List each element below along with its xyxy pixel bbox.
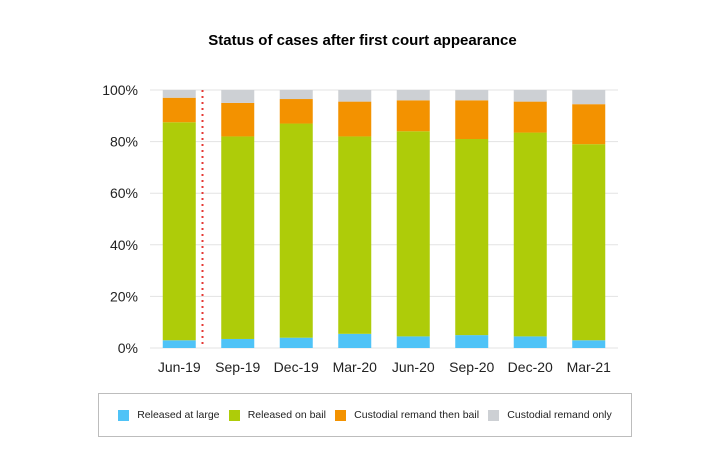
bar-segment-released-at-large bbox=[455, 335, 489, 348]
bar-segment-custodial-remand-then-bail bbox=[572, 104, 606, 145]
legend-label: Custodial remand then bail bbox=[354, 409, 480, 421]
x-tick-label: Mar-20 bbox=[333, 359, 378, 375]
bar-segment-custodial-remand-only bbox=[338, 90, 372, 102]
stacked-bar-chart: 0% 20% 40% 60% 80% 100% Jun-19 Sep-19 Dec-19 Mar… bbox=[102, 82, 618, 375]
legend-label: Released on bail bbox=[247, 409, 326, 421]
bar-segment-custodial-remand-only bbox=[279, 90, 313, 100]
x-tick-label: Jun-19 bbox=[158, 359, 201, 375]
y-tick-label: 80% bbox=[110, 134, 138, 150]
bar-segment-released-on-bail bbox=[162, 122, 196, 341]
x-tick-label: Jun-20 bbox=[392, 359, 435, 375]
bar-segment-released-at-large bbox=[162, 340, 196, 348]
bar-segment-custodial-remand-only bbox=[455, 90, 489, 101]
bar-segment-released-at-large bbox=[338, 333, 372, 348]
legend-item: Custodial remand only bbox=[488, 409, 612, 421]
x-tick-label: Dec-20 bbox=[508, 359, 553, 375]
bar-segment-custodial-remand-then-bail bbox=[513, 101, 547, 133]
bar-segment-custodial-remand-only bbox=[513, 90, 547, 102]
bar-segment-released-on-bail bbox=[396, 131, 430, 337]
x-axis-ticks: Jun-19 Sep-19 Dec-19 Mar-20 Jun-20 Sep-20 Dec-… bbox=[158, 359, 611, 375]
bar-segment-custodial-remand-only bbox=[396, 90, 430, 101]
y-axis-ticks: 0% 20% 40% 60% 80% 100% bbox=[102, 82, 138, 356]
grid-lines bbox=[150, 89, 618, 349]
y-tick-label: 100% bbox=[102, 82, 138, 98]
bar-segment-released-on-bail bbox=[338, 136, 372, 334]
legend-label: Custodial remand only bbox=[507, 409, 612, 421]
legend-item: Released on bail bbox=[228, 409, 326, 421]
legend-swatch bbox=[488, 409, 500, 421]
y-tick-label: 40% bbox=[110, 237, 138, 253]
bar-segment-released-on-bail bbox=[572, 144, 606, 341]
bar-segment-released-on-bail bbox=[279, 123, 313, 338]
bar-segment-custodial-remand-then-bail bbox=[396, 100, 430, 132]
bar-segment-released-at-large bbox=[513, 336, 547, 348]
legend-swatch bbox=[335, 409, 347, 421]
bar-segment-custodial-remand-only bbox=[221, 90, 255, 103]
x-tick-label: Dec-19 bbox=[274, 359, 319, 375]
x-tick-label: Sep-20 bbox=[449, 359, 494, 375]
y-tick-label: 60% bbox=[110, 185, 138, 201]
bar-segment-custodial-remand-then-bail bbox=[455, 100, 489, 140]
legend-item: Custodial remand then bail bbox=[335, 409, 479, 421]
bar-segment-released-at-large bbox=[279, 337, 313, 348]
bar-segment-custodial-remand-then-bail bbox=[338, 101, 372, 137]
bar-segment-custodial-remand-then-bail bbox=[279, 99, 313, 124]
bar-segment-released-on-bail bbox=[513, 132, 547, 337]
x-tick-label: Sep-19 bbox=[215, 359, 260, 375]
chart-title: Status of cases after first court appear… bbox=[208, 32, 517, 49]
bar-segment-released-at-large bbox=[221, 338, 255, 348]
bar-segment-released-on-bail bbox=[221, 136, 255, 339]
legend-swatch bbox=[228, 409, 240, 421]
legend-swatch bbox=[118, 409, 130, 421]
legend-item: Released at large bbox=[118, 409, 220, 421]
bar-segment-custodial-remand-then-bail bbox=[162, 97, 196, 123]
legend: Released at large Released on bail Custodi… bbox=[98, 393, 632, 437]
legend-label: Released at large bbox=[137, 409, 220, 421]
bar-segment-released-at-large bbox=[572, 340, 606, 348]
x-tick-label: Mar-21 bbox=[567, 359, 612, 375]
bar-segment-custodial-remand-then-bail bbox=[221, 102, 255, 137]
y-tick-label: 0% bbox=[118, 340, 138, 356]
bars bbox=[162, 90, 606, 348]
bar-segment-released-on-bail bbox=[455, 139, 489, 336]
y-tick-label: 20% bbox=[110, 288, 138, 304]
bar-segment-released-at-large bbox=[396, 336, 430, 348]
bar-segment-custodial-remand-only bbox=[572, 90, 606, 105]
bar-segment-custodial-remand-only bbox=[162, 90, 196, 98]
